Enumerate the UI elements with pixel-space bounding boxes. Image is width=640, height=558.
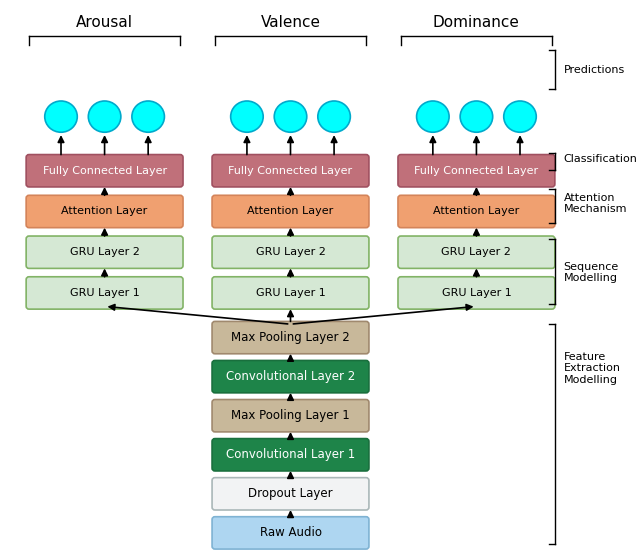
Text: GRU Layer 2: GRU Layer 2 <box>442 247 511 257</box>
Circle shape <box>88 101 121 132</box>
FancyBboxPatch shape <box>212 155 369 187</box>
FancyBboxPatch shape <box>26 195 183 228</box>
Text: GRU Layer 1: GRU Layer 1 <box>255 288 325 298</box>
FancyBboxPatch shape <box>26 155 183 187</box>
Text: Predictions: Predictions <box>564 65 625 75</box>
Text: Convolutional Layer 1: Convolutional Layer 1 <box>226 448 355 461</box>
Text: Fully Connected Layer: Fully Connected Layer <box>42 166 166 176</box>
Text: Feature
Extraction
Modelling: Feature Extraction Modelling <box>564 352 621 385</box>
FancyBboxPatch shape <box>212 439 369 471</box>
FancyBboxPatch shape <box>212 236 369 268</box>
Text: Classification: Classification <box>564 154 637 164</box>
FancyBboxPatch shape <box>398 277 555 309</box>
Text: GRU Layer 2: GRU Layer 2 <box>255 247 326 257</box>
FancyBboxPatch shape <box>26 236 183 268</box>
Text: Max Pooling Layer 2: Max Pooling Layer 2 <box>231 331 350 344</box>
FancyBboxPatch shape <box>212 195 369 228</box>
Circle shape <box>230 101 263 132</box>
Text: Sequence
Modelling: Sequence Modelling <box>564 262 619 283</box>
Text: Valence: Valence <box>260 15 321 30</box>
FancyBboxPatch shape <box>398 195 555 228</box>
FancyBboxPatch shape <box>212 478 369 510</box>
FancyBboxPatch shape <box>212 277 369 309</box>
Text: Dropout Layer: Dropout Layer <box>248 487 333 501</box>
FancyBboxPatch shape <box>398 236 555 268</box>
Text: GRU Layer 2: GRU Layer 2 <box>70 247 140 257</box>
Text: Fully Connected Layer: Fully Connected Layer <box>414 166 538 176</box>
FancyBboxPatch shape <box>398 155 555 187</box>
Circle shape <box>274 101 307 132</box>
Circle shape <box>318 101 350 132</box>
FancyBboxPatch shape <box>212 400 369 432</box>
Circle shape <box>417 101 449 132</box>
Text: Attention Layer: Attention Layer <box>248 206 333 217</box>
Text: Max Pooling Layer 1: Max Pooling Layer 1 <box>231 409 350 422</box>
FancyBboxPatch shape <box>26 277 183 309</box>
Text: Arousal: Arousal <box>76 15 133 30</box>
Circle shape <box>45 101 77 132</box>
Text: Fully Connected Layer: Fully Connected Layer <box>228 166 353 176</box>
Circle shape <box>132 101 164 132</box>
Text: GRU Layer 1: GRU Layer 1 <box>70 288 140 298</box>
Text: GRU Layer 1: GRU Layer 1 <box>442 288 511 298</box>
Text: Attention Layer: Attention Layer <box>61 206 148 217</box>
Text: Raw Audio: Raw Audio <box>259 526 321 540</box>
Circle shape <box>460 101 493 132</box>
Text: Convolutional Layer 2: Convolutional Layer 2 <box>226 370 355 383</box>
Text: Attention Layer: Attention Layer <box>433 206 520 217</box>
FancyBboxPatch shape <box>212 517 369 549</box>
Circle shape <box>504 101 536 132</box>
FancyBboxPatch shape <box>212 321 369 354</box>
Text: Dominance: Dominance <box>433 15 520 30</box>
FancyBboxPatch shape <box>212 360 369 393</box>
Text: Attention
Mechanism: Attention Mechanism <box>564 193 627 214</box>
